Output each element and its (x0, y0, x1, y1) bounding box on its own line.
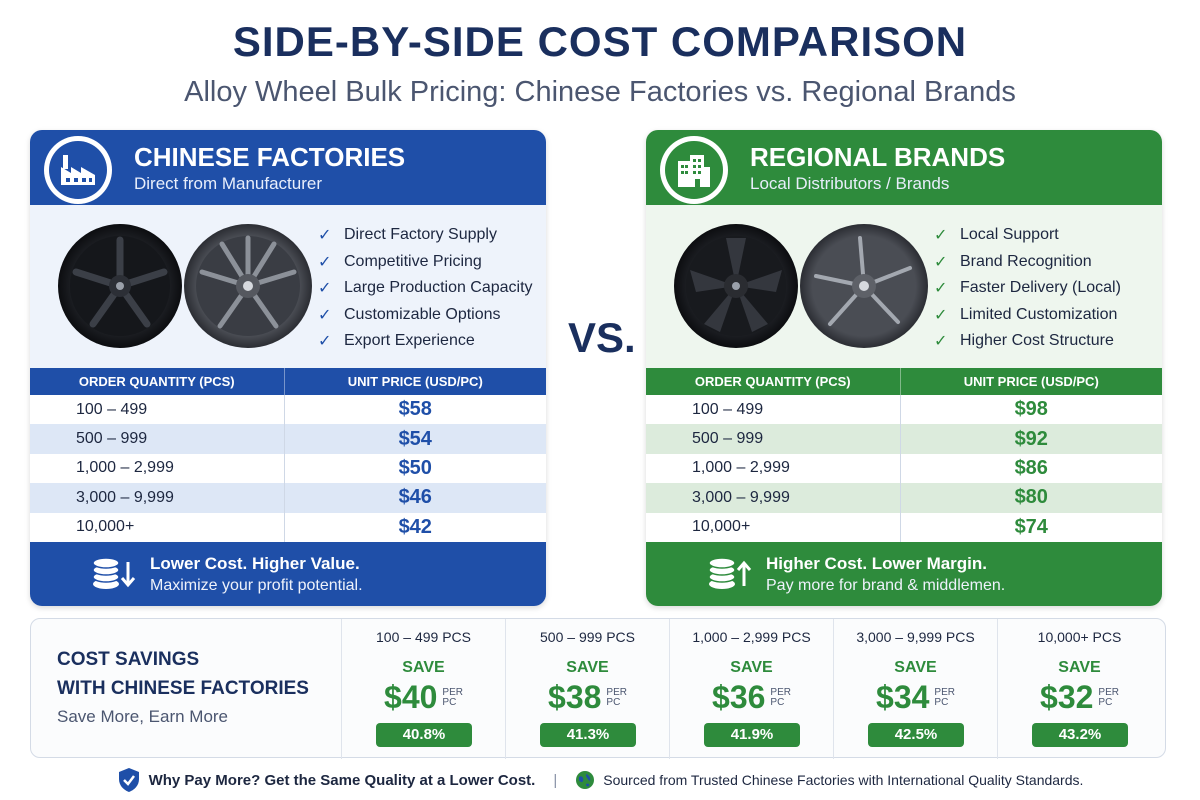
feature-item: ✓ Local Support (934, 226, 1059, 245)
savings-title: COST SAVINGS WITH CHINESE FACTORIES (57, 649, 309, 699)
check-icon: ✓ (934, 227, 948, 245)
tagline-text: Why Pay More? Get the Same Quality at a … (148, 771, 536, 789)
price-table: ORDER QUANTITY (PCS) UNIT PRICE (USD/PC)… (646, 368, 1162, 542)
table-row: 10,000+ $42 (30, 512, 546, 542)
savings-percent-badge: 40.8% (376, 723, 472, 747)
table-row: 500 – 999 $92 (646, 424, 1162, 454)
table-row: 3,000 – 9,999 $80 (646, 483, 1162, 513)
feature-item: ✓ Export Experience (318, 332, 475, 351)
column-header-price: UNIT PRICE (USD/PC) (283, 368, 546, 395)
divider: | (553, 771, 558, 789)
table-row: 500 – 999 $54 (30, 424, 546, 454)
panel-footer: Higher Cost. Lower Margin. Pay more for … (646, 542, 1162, 606)
check-icon: ✓ (318, 306, 332, 324)
chinese-factories-panel: CHINESE FACTORIES Direct from Manufactur… (30, 130, 546, 606)
table-row: 1,000 – 2,999 $86 (646, 453, 1162, 484)
footer-subtitle: Pay more for brand & middlemen. (766, 577, 1006, 594)
column-header-price: UNIT PRICE (USD/PC) (899, 368, 1162, 395)
savings-item: 500 – 999 PCS SAVE $38 PER PC 41.3% (505, 619, 669, 759)
check-icon: ✓ (934, 253, 948, 271)
savings-percent-badge: 43.2% (1032, 723, 1128, 747)
alloy-wheels-image (674, 224, 928, 348)
panel-title: REGIONAL BRANDS (750, 142, 1006, 172)
check-icon: ✓ (318, 280, 332, 298)
footer-title: Higher Cost. Lower Margin. (766, 554, 988, 573)
bottom-tagline: Why Pay More? Get the Same Quality at a … (0, 766, 1200, 794)
cost-savings-section: COST SAVINGS WITH CHINESE FACTORIES Save… (30, 618, 1166, 759)
sourcing-note: Sourced from Trusted Chinese Factories w… (603, 772, 1084, 788)
table-row: 100 – 499 $58 (30, 395, 546, 425)
panel-subtitle: Direct from Manufacturer (134, 174, 322, 193)
savings-percent-badge: 41.3% (540, 723, 636, 747)
panel-subtitle: Local Distributors / Brands (750, 174, 950, 193)
feature-item: ✓ Customizable Options (318, 305, 501, 324)
feature-item: ✓ Faster Delivery (Local) (934, 279, 1121, 298)
column-header-quantity: ORDER QUANTITY (PCS) (30, 368, 284, 395)
table-row: 10,000+ $74 (646, 512, 1162, 542)
vs-label: VS. (568, 314, 636, 361)
check-icon: ✓ (318, 253, 332, 271)
savings-percent-badge: 41.9% (704, 723, 800, 747)
check-icon: ✓ (934, 333, 948, 351)
page-title: SIDE-BY-SIDE COST COMPARISON (232, 18, 968, 65)
coins-down-icon (92, 557, 136, 589)
check-icon: ✓ (934, 280, 948, 298)
price-table: ORDER QUANTITY (PCS) UNIT PRICE (USD/PC)… (30, 368, 546, 542)
globe-icon (576, 771, 595, 789)
shield-check-icon (118, 768, 139, 792)
coins-up-icon (708, 557, 752, 589)
panel-title: CHINESE FACTORIES (134, 142, 406, 172)
panel-footer: Lower Cost. Higher Value. Maximize your … (30, 542, 546, 606)
savings-item: 10,000+ PCS SAVE $32 PER PC 43.2% (997, 619, 1161, 759)
savings-percent-badge: 42.5% (868, 723, 964, 747)
table-row: 1,000 – 2,999 $50 (30, 453, 546, 484)
feature-item: ✓ Competitive Pricing (318, 252, 482, 271)
factory-icon (44, 136, 112, 204)
footer-subtitle: Maximize your profit potential. (150, 577, 363, 594)
feature-item: ✓ Large Production Capacity (318, 279, 533, 298)
savings-item: 3,000 – 9,999 PCS SAVE $34 PER PC 42.5% (833, 619, 997, 759)
table-row: 3,000 – 9,999 $46 (30, 483, 546, 513)
feature-item: ✓ Direct Factory Supply (318, 226, 497, 245)
building-icon (660, 136, 728, 204)
feature-item: ✓ Brand Recognition (934, 252, 1092, 271)
regional-brands-panel: REGIONAL BRANDS Local Distributors / Bra… (646, 130, 1162, 606)
page-subtitle: Alloy Wheel Bulk Pricing: Chinese Factor… (184, 76, 1016, 108)
alloy-wheels-image (58, 224, 312, 348)
check-icon: ✓ (318, 227, 332, 245)
feature-list: ✓ Direct Factory Supply ✓ Competitive Pric… (318, 222, 533, 355)
feature-item: ✓ Limited Customization (934, 305, 1118, 324)
panel-header: REGIONAL BRANDS Local Distributors / Bra… (646, 130, 1162, 205)
panel-header: CHINESE FACTORIES Direct from Manufactur… (30, 130, 546, 205)
savings-subtitle: Save More, Earn More (57, 707, 229, 726)
footer-title: Lower Cost. Higher Value. (150, 554, 360, 573)
feature-item: ✓ Higher Cost Structure (934, 332, 1114, 351)
table-row: 100 – 499 $98 (646, 395, 1162, 425)
savings-item: 1,000 – 2,999 PCS SAVE $36 PER PC 41.9% (669, 619, 833, 759)
column-header-quantity: ORDER QUANTITY (PCS) (646, 368, 900, 395)
savings-item: 100 – 499 PCS SAVE $40 PER PC 40.8% (341, 619, 505, 759)
check-icon: ✓ (934, 306, 948, 324)
feature-list: ✓ Local Support ✓ Brand Recognition ✓ Faste… (934, 222, 1121, 355)
check-icon: ✓ (318, 333, 332, 351)
